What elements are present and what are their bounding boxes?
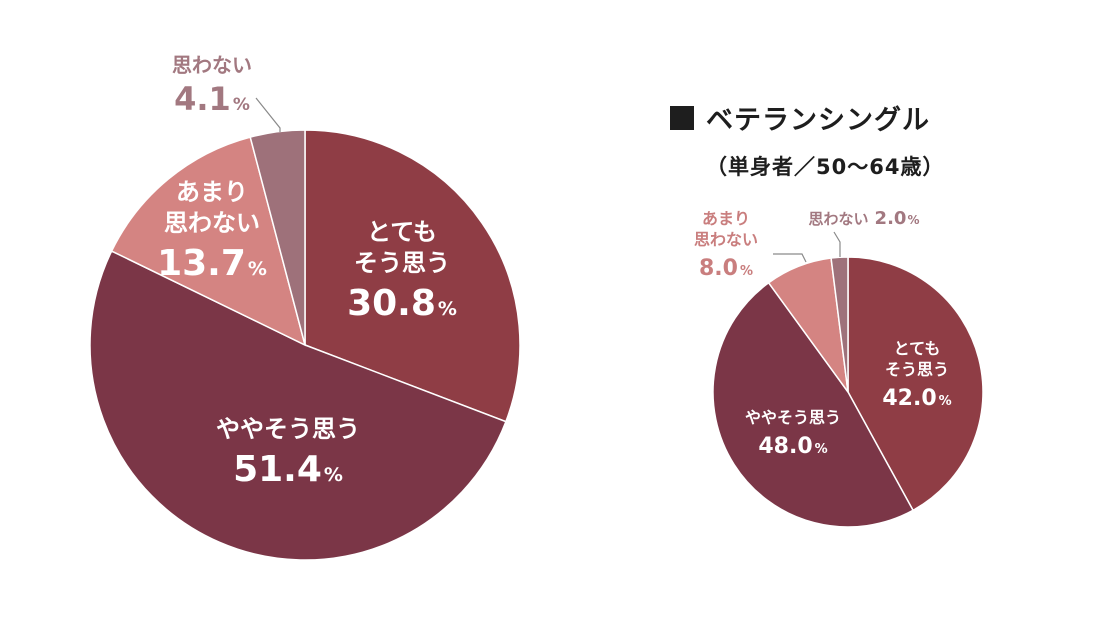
slice-unit-yaya: %	[815, 442, 828, 457]
slice-value-yaya: 51.4	[233, 449, 322, 490]
slice-value-label-yaya: 51.4%	[233, 449, 343, 490]
slice-label-omowanai: 思わない	[172, 53, 252, 77]
slice-label-yaya: ややそう思う	[745, 408, 841, 427]
pie-slice-omowanai	[830, 256, 849, 393]
slice-value-amari: 8.0	[699, 256, 738, 281]
slice-label-amari: 思わない	[694, 230, 758, 249]
legend-subtitle: （単身者／50〜64歳）	[706, 155, 945, 179]
chart-legend-block: ベテランシングル （単身者／50〜64歳）	[670, 98, 944, 181]
black-square-icon	[670, 105, 694, 130]
leader-line-omowanai	[255, 97, 281, 132]
slice-label-amari: あまり	[176, 178, 248, 206]
slice-label-totemo: そう思う	[354, 249, 450, 277]
legend-title: ベテランシングル	[706, 105, 930, 136]
slice-label-totemo: とても	[894, 339, 941, 358]
slice-value-label-amari: 13.7%	[157, 243, 267, 284]
slice-label-omowanai: 思わない 2.0%	[809, 208, 920, 229]
pie-slice-totemo	[304, 129, 521, 423]
slice-unit-yaya: %	[324, 464, 343, 486]
slice-unit-amari: %	[740, 264, 753, 279]
slice-value-omowanai: 4.1	[174, 80, 231, 118]
pie-slice-omowanai	[249, 129, 306, 346]
leader-line-omowanai	[833, 231, 841, 257]
slice-value-yaya: 48.0	[758, 434, 812, 459]
leader-line-amari	[773, 253, 807, 263]
pie-slice-amari	[110, 136, 307, 347]
slice-value-label-omowanai: 4.1%	[174, 80, 250, 118]
slice-unit-totemo: %	[438, 298, 457, 320]
slice-value-amari: 13.7	[157, 243, 246, 284]
slice-unit-amari: %	[248, 258, 267, 280]
slice-value-label-yaya: 48.0%	[758, 434, 827, 459]
slice-label-totemo: そう思う	[885, 360, 949, 379]
pie-slice-yaya	[89, 250, 507, 561]
slice-value-totemo: 30.8	[347, 283, 436, 324]
slice-value-label-amari: 8.0%	[699, 256, 753, 281]
slice-label-yaya: ややそう思う	[216, 415, 360, 443]
slice-value-label-totemo: 42.0%	[882, 386, 951, 411]
pie-slice-yaya	[712, 281, 915, 528]
slice-label-amari: 思わない	[164, 209, 260, 237]
slice-value-label-totemo: 30.8%	[347, 283, 457, 324]
slice-value-omowanai: 2.0	[875, 208, 907, 229]
slice-label-amari: あまり	[702, 209, 750, 228]
pie-slice-totemo	[847, 256, 984, 512]
slice-unit-totemo: %	[939, 394, 952, 409]
slice-value-totemo: 42.0	[882, 386, 936, 411]
slice-unit-omowanai: %	[907, 213, 919, 227]
slice-label-totemo: とても	[367, 218, 437, 246]
slice-unit-omowanai: %	[233, 95, 250, 115]
